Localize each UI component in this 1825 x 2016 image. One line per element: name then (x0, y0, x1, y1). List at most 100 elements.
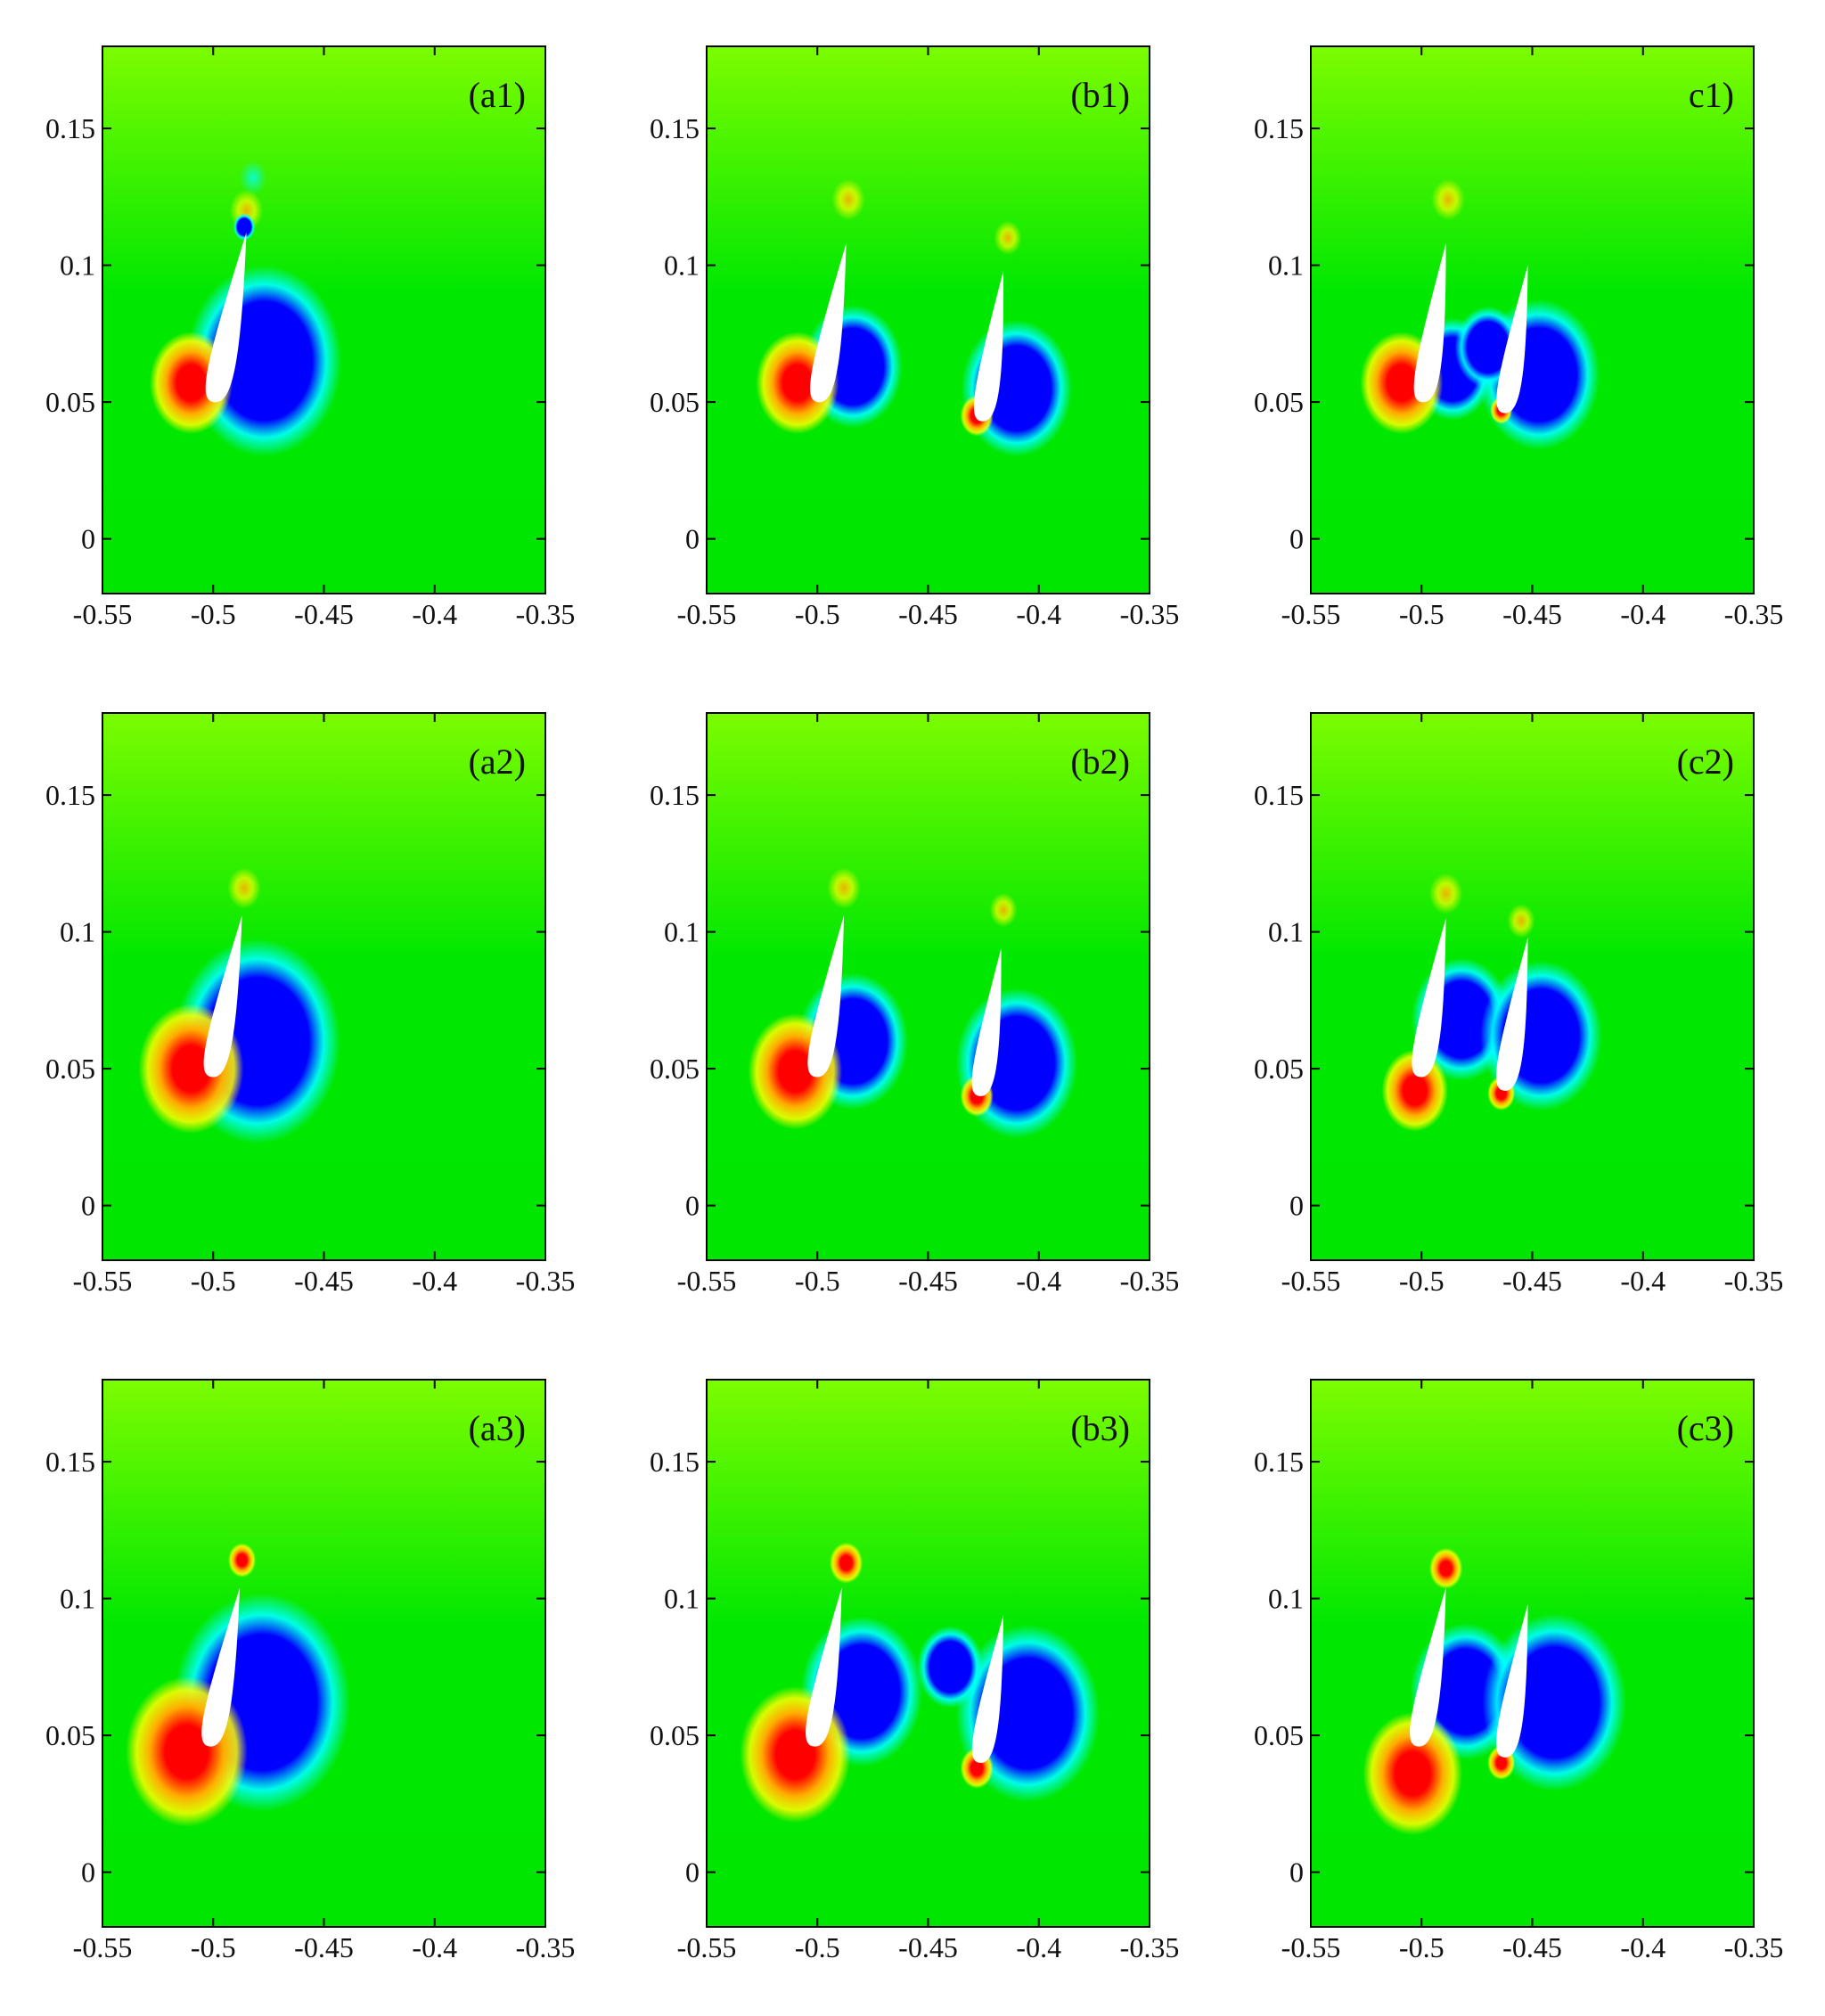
y-tick-label: 0.1 (664, 1583, 700, 1615)
x-tick-label: -0.35 (516, 598, 576, 630)
x-tick-label: -0.4 (1620, 1265, 1665, 1297)
x-tick-label: -0.35 (1724, 1931, 1784, 1963)
y-tick-label: 0 (1289, 1190, 1304, 1222)
panel-label: (b1) (1070, 75, 1130, 115)
x-tick-label: -0.5 (191, 1265, 236, 1297)
x-tick-label: -0.4 (1016, 1931, 1061, 1963)
panel-label: (a3) (469, 1408, 526, 1448)
y-tick-label: 0.05 (650, 1719, 700, 1751)
airfoil (810, 243, 847, 403)
y-tick-label: 0 (1289, 523, 1304, 555)
x-tick-label: -0.45 (1502, 1931, 1562, 1963)
panel-label: (c2) (1677, 742, 1734, 782)
y-tick-label: 0.05 (45, 1719, 95, 1751)
contour-panel: -0.55 -0.5 -0.45 -0.4 -0.35 0 0.05 0.1 0.15 (b3) (650, 1379, 1180, 1963)
x-tick-label: -0.5 (191, 1931, 236, 1963)
airfoil (1495, 937, 1528, 1091)
y-tick-label: 0.1 (664, 916, 700, 948)
pressure-warm-region (227, 867, 261, 909)
pressure-warm-region (989, 892, 1018, 928)
pressure-high-region (829, 1542, 863, 1584)
panel-label: (b3) (1070, 1408, 1130, 1448)
x-tick-label: -0.4 (1620, 598, 1665, 630)
x-tick-label: -0.4 (1620, 1931, 1665, 1963)
pressure-field-background (707, 713, 1150, 1260)
x-tick-label: -0.45 (294, 598, 354, 630)
x-tick-label: -0.55 (1281, 598, 1341, 630)
x-tick-label: -0.4 (412, 598, 457, 630)
airfoil (203, 915, 242, 1078)
pressure-high-region (1428, 1547, 1463, 1589)
panel-label: (c3) (1677, 1408, 1734, 1448)
x-tick-label: -0.55 (73, 1265, 133, 1297)
y-tick-label: 0.1 (1268, 250, 1304, 282)
x-tick-label: -0.5 (191, 598, 236, 630)
y-tick-label: 0.1 (1268, 916, 1304, 948)
x-tick-label: -0.45 (1502, 1265, 1562, 1297)
contour-panel: -0.55 -0.5 -0.45 -0.4 -0.35 0 0.05 0.1 0.15 (c3) (1254, 1379, 1784, 1963)
y-tick-label: 0.05 (1254, 1719, 1304, 1751)
x-tick-label: -0.45 (898, 598, 958, 630)
contour-panel: -0.55 -0.5 -0.45 -0.4 -0.35 0 0.05 0.1 0.15 c1) (1254, 45, 1784, 630)
contour-panel: -0.55 -0.5 -0.45 -0.4 -0.35 0 0.05 0.1 0.15 (a1) (45, 45, 576, 630)
y-tick-label: 0.1 (664, 250, 700, 282)
pressure-cool-region (239, 160, 267, 195)
panel-label: c1) (1689, 75, 1734, 115)
y-tick-label: 0.15 (650, 1446, 700, 1478)
x-tick-label: -0.55 (1281, 1931, 1341, 1963)
y-tick-label: 0.15 (45, 112, 95, 144)
airfoil (1413, 243, 1446, 403)
y-tick-label: 0 (81, 523, 95, 555)
pressure-high-region (1363, 1712, 1463, 1836)
y-tick-label: 0.05 (1254, 386, 1304, 418)
y-tick-label: 0.1 (60, 916, 95, 948)
x-tick-label: -0.35 (1724, 1265, 1784, 1297)
y-tick-label: 0.15 (1254, 112, 1304, 144)
airfoil (973, 270, 1004, 422)
y-tick-label: 0.15 (1254, 779, 1304, 811)
x-tick-label: -0.4 (1016, 598, 1061, 630)
x-tick-label: -0.55 (677, 1265, 737, 1297)
x-tick-label: -0.45 (1502, 598, 1562, 630)
contour-panel: -0.55 -0.5 -0.45 -0.4 -0.35 0 0.05 0.1 0.15 (a2) (45, 712, 575, 1297)
y-tick-label: 0 (81, 1190, 95, 1222)
contour-panel: -0.55 -0.5 -0.45 -0.4 -0.35 0 0.05 0.1 0.15 (b2) (650, 712, 1179, 1297)
y-tick-label: 0.15 (650, 779, 700, 811)
y-tick-label: 0.05 (45, 1053, 95, 1085)
x-tick-label: -0.5 (1399, 1265, 1444, 1297)
y-tick-label: 0.15 (1254, 1446, 1304, 1478)
y-tick-label: 0.05 (650, 1053, 700, 1085)
x-tick-label: -0.4 (412, 1931, 457, 1963)
y-tick-label: 0 (685, 1856, 700, 1889)
x-tick-label: -0.45 (294, 1265, 354, 1297)
pressure-field-background (707, 46, 1150, 594)
pressure-warm-region (1507, 904, 1535, 938)
x-tick-label: -0.35 (1120, 1931, 1180, 1963)
pressure-warm-region (831, 178, 865, 220)
airfoil (1410, 1587, 1446, 1747)
x-tick-label: -0.45 (898, 1931, 958, 1963)
pressure-warm-region (1431, 178, 1465, 220)
y-tick-label: 0.05 (1254, 1053, 1304, 1085)
x-tick-label: -0.35 (1724, 598, 1784, 630)
y-tick-label: 0.1 (1268, 1583, 1304, 1615)
x-tick-label: -0.5 (1399, 598, 1444, 630)
airfoil (205, 232, 247, 403)
pressure-high-region (228, 1543, 257, 1578)
x-tick-label: -0.5 (1399, 1931, 1444, 1963)
airfoil (971, 948, 1002, 1096)
x-tick-label: -0.55 (677, 598, 737, 630)
contour-panel: -0.55 -0.5 -0.45 -0.4 -0.35 0 0.05 0.1 0.15 (c2) (1254, 712, 1784, 1297)
y-tick-label: 0.1 (60, 250, 95, 282)
x-tick-label: -0.5 (795, 1265, 840, 1297)
contour-panel: -0.55 -0.5 -0.45 -0.4 -0.35 0 0.05 0.1 0.15 (b1) (650, 45, 1179, 630)
airfoil (1496, 265, 1528, 414)
airfoil (807, 915, 845, 1078)
y-tick-label: 0.15 (45, 1446, 95, 1478)
x-tick-label: -0.5 (795, 598, 840, 630)
y-tick-label: 0 (685, 523, 700, 555)
x-tick-label: -0.45 (294, 1931, 354, 1963)
panel-label: (a2) (469, 742, 526, 782)
y-tick-label: 0 (1289, 1856, 1304, 1889)
x-tick-label: -0.55 (73, 598, 133, 630)
